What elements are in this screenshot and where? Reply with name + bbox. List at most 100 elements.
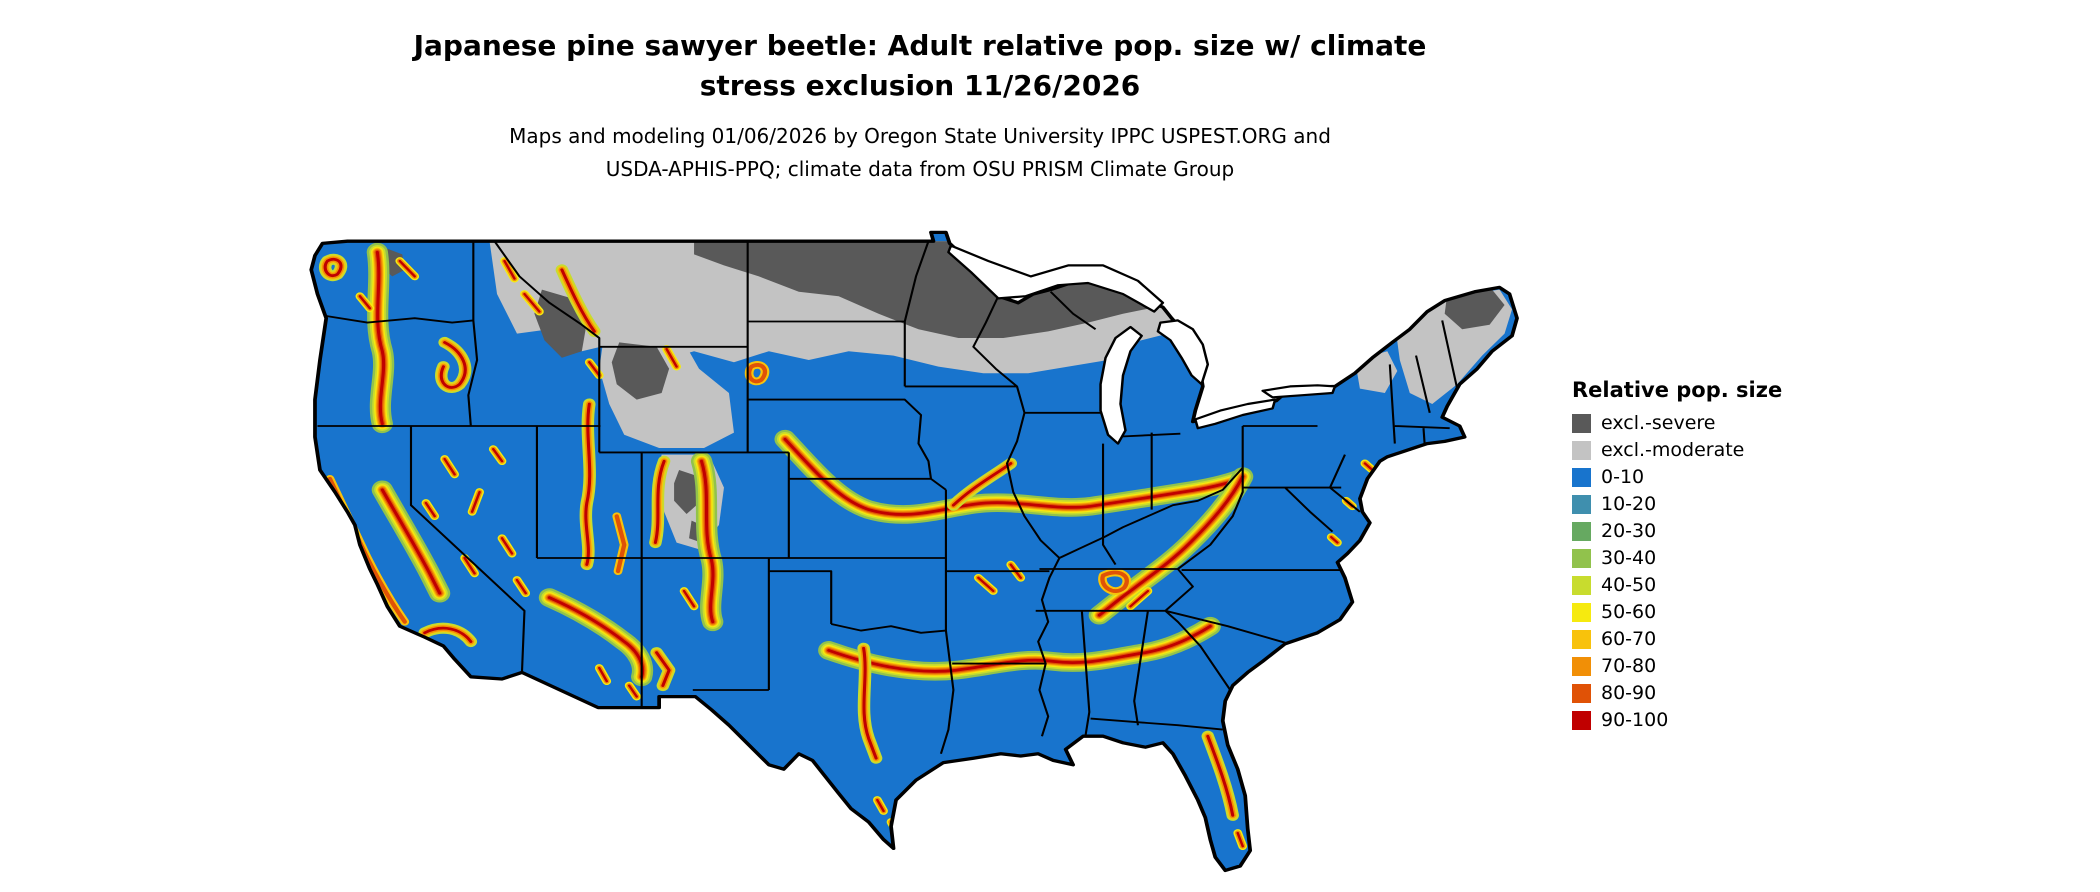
exclusion-severe-region — [611, 342, 670, 400]
legend-label: 10-20 — [1601, 493, 1657, 515]
state-borders-plains — [641, 240, 1050, 755]
legend-label: 90-100 — [1601, 709, 1669, 731]
population-band — [424, 501, 436, 518]
legend-item: 70-80 — [1572, 657, 1782, 676]
population-band — [655, 651, 671, 687]
population-band — [523, 292, 541, 313]
legend-item: 50-60 — [1572, 603, 1782, 622]
exclusion-severe-region — [674, 470, 702, 514]
lake-michigan — [1099, 325, 1143, 445]
legend-swatch — [1572, 414, 1591, 433]
legend-item: excl.-moderate — [1572, 441, 1782, 460]
legend-item: 40-50 — [1572, 576, 1782, 595]
legend-swatch — [1572, 630, 1591, 649]
legend-item: 20-30 — [1572, 522, 1782, 541]
state-borders-south — [1035, 568, 1286, 736]
population-band — [398, 259, 416, 278]
legend-item: 10-20 — [1572, 495, 1782, 514]
population-band — [463, 556, 476, 575]
legend-label: 80-90 — [1601, 682, 1657, 704]
population-band — [1363, 462, 1373, 470]
population-band — [375, 250, 386, 426]
population-band — [1206, 734, 1235, 817]
map-subtitle-line2: USDA-APHIS-PPQ; climate data from OSU PR… — [605, 157, 1235, 181]
population-band — [665, 347, 678, 368]
legend-label: 60-70 — [1601, 628, 1657, 650]
population-band — [746, 363, 768, 384]
legend-swatch — [1572, 522, 1591, 541]
population-band — [588, 361, 601, 377]
legend-label: 0-10 — [1601, 466, 1645, 488]
legend-title: Relative pop. size — [1572, 378, 1783, 402]
population-band — [699, 459, 715, 624]
map-title-line1: Japanese pine sawyer beetle: Adult relat… — [413, 29, 1427, 62]
legend-item: 80-90 — [1572, 684, 1782, 703]
legend: Relative pop. size excl.-severe excl.-mod… — [1572, 378, 1782, 738]
us-map-container — [305, 228, 1527, 888]
lake-ontario — [1261, 384, 1337, 399]
legend-label: excl.-moderate — [1601, 439, 1745, 461]
lake-huron — [1156, 319, 1210, 386]
exclusion-severe-region — [1444, 289, 1505, 330]
population-band — [977, 576, 995, 593]
legend-label: excl.-severe — [1601, 412, 1716, 434]
state-borders-midwest — [972, 291, 1244, 737]
population-band — [598, 666, 609, 683]
population-band — [1129, 589, 1150, 608]
map-subtitle-line1: Maps and modeling 01/06/2026 by Oregon S… — [509, 124, 1331, 148]
legend-items: excl.-severe excl.-moderate 0-10 10-20 20-30… — [1572, 414, 1782, 730]
population-band — [614, 514, 627, 574]
population-band — [423, 626, 473, 643]
population-band — [783, 437, 1242, 516]
map-title-line2: stress exclusion 11/26/2026 — [699, 69, 1141, 102]
population-band — [862, 646, 878, 760]
population-band — [1097, 475, 1245, 617]
legend-item: 30-40 — [1572, 549, 1782, 568]
population-band — [560, 268, 596, 333]
lake-superior — [947, 244, 1165, 313]
legend-swatch — [1572, 711, 1591, 730]
population-band — [1100, 570, 1129, 593]
population-band — [682, 589, 696, 608]
great-lakes — [947, 244, 1337, 445]
legend-label: 50-60 — [1601, 601, 1657, 623]
us-map — [309, 230, 1519, 873]
state-borders — [317, 240, 1459, 755]
population-band — [503, 259, 516, 280]
population-band — [492, 448, 504, 463]
population-band — [380, 488, 442, 595]
population-band — [1329, 536, 1339, 544]
population-band — [500, 537, 514, 555]
legend-item: excl.-severe — [1572, 414, 1782, 433]
map-raster-layers — [317, 240, 1513, 851]
population-band — [653, 459, 666, 544]
header: Japanese pine sawyer beetle: Adult relat… — [0, 26, 1840, 186]
population-band — [470, 490, 481, 513]
us-outline — [309, 230, 1519, 873]
population-band — [827, 624, 1212, 673]
population-band — [584, 402, 592, 566]
population-band — [1236, 831, 1244, 848]
legend-item: 90-100 — [1572, 711, 1782, 730]
legend-label: 40-50 — [1601, 574, 1657, 596]
lake-erie — [1194, 398, 1277, 430]
legend-label: 20-30 — [1601, 520, 1657, 542]
population-band — [443, 457, 456, 476]
legend-swatch — [1572, 549, 1591, 568]
legend-swatch — [1572, 495, 1591, 514]
legend-swatch — [1572, 603, 1591, 622]
population-band — [951, 462, 1013, 507]
legend-item: 0-10 — [1572, 468, 1782, 487]
population-band — [323, 257, 343, 277]
state-borders-east — [1177, 320, 1459, 572]
legend-swatch — [1572, 576, 1591, 595]
legend-swatch — [1572, 468, 1591, 487]
legend-item: 60-70 — [1572, 630, 1782, 649]
population-band — [627, 684, 638, 698]
population-band — [439, 341, 467, 389]
legend-swatch — [1572, 684, 1591, 703]
state-borders-west — [317, 240, 790, 708]
legend-swatch — [1572, 441, 1591, 460]
legend-swatch — [1572, 657, 1591, 676]
population-band — [876, 798, 885, 813]
